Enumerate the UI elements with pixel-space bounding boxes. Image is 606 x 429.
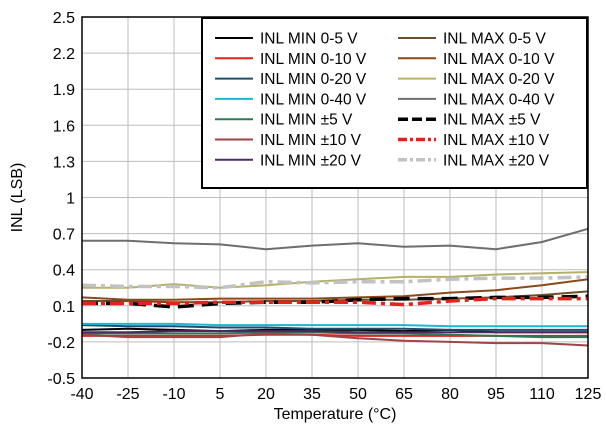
series-line	[82, 296, 588, 307]
series-line	[82, 271, 589, 289]
series-line	[81, 332, 589, 347]
legend-entry: INL MIN 0-40 V	[260, 91, 367, 108]
x-tick-label: 65	[395, 386, 413, 403]
legend-entry: INL MIN ±5 V	[260, 112, 353, 129]
y-tick-label: -0.2	[47, 335, 75, 352]
legend-box	[201, 17, 588, 189]
x-tick-label: 95	[487, 386, 505, 403]
series-line	[81, 324, 588, 331]
x-tick-label: 80	[441, 386, 459, 403]
x-tick-label: 5	[216, 386, 225, 403]
series-lines	[81, 227, 589, 347]
legend-entry: INL MAX ±10 V	[443, 132, 550, 149]
legend: INL MIN 0-5 V INL MIN 0-10 V INL MIN 0-20 …	[201, 17, 588, 189]
y-tick-label: 0.7	[53, 227, 75, 244]
x-tick-label: 125	[575, 386, 602, 403]
legend-entry: INL MAX ±5 V	[443, 112, 541, 129]
y-tick-label: 1.3	[53, 154, 75, 171]
legend-entry: INL MIN ±20 V	[260, 152, 362, 169]
y-tick-label: 0.4	[53, 263, 75, 280]
y-tick-label: 1.9	[53, 82, 75, 99]
legend-entry: INL MAX 0-10 V	[443, 51, 555, 68]
legend-entry: INL MIN 0-20 V	[260, 71, 367, 88]
x-axis-label: Temperature (°C)	[274, 406, 397, 423]
legend-entry: INL MIN 0-5 V	[260, 31, 358, 48]
legend-entry: INL MIN 0-10 V	[260, 51, 367, 68]
series-line	[81, 278, 589, 301]
legend-entry: INL MAX 0-40 V	[443, 91, 555, 108]
y-tick-label: 1.6	[53, 118, 75, 135]
series-line	[82, 330, 588, 334]
series-line	[82, 227, 589, 251]
legend-entry: INL MAX ±20 V	[443, 152, 550, 169]
x-tick-label: -40	[70, 386, 93, 403]
y-tick-label: 0.1	[53, 299, 75, 316]
x-tick-label: 35	[303, 386, 321, 403]
x-tick-label: 20	[257, 386, 275, 403]
x-tick-label: 110	[529, 386, 555, 403]
y-tick-label: 1	[66, 191, 75, 208]
series-line	[82, 331, 588, 339]
x-tick-labels: -40 -25 -10 5 20 35 50 65 80 95 110 125	[70, 386, 601, 403]
y-tick-label: 2.5	[53, 10, 75, 27]
x-tick-label: 50	[349, 386, 367, 403]
x-tick-label: -10	[162, 386, 185, 403]
series-line	[81, 275, 589, 290]
legend-entry: INL MAX 0-5 V	[443, 31, 546, 48]
y-axis-label: INL (LSB)	[9, 163, 26, 233]
y-tick-labels: -0.5 -0.2 0.1 0.4 0.7 1 1.3 1.6 1.9 2.2 2.5	[47, 10, 75, 388]
legend-entry: INL MIN ±10 V	[260, 132, 362, 149]
x-tick-label: -25	[116, 386, 139, 403]
legend-entry: INL MAX 0-20 V	[443, 71, 555, 88]
y-tick-label: -0.5	[47, 371, 75, 388]
y-tick-label: 2.2	[53, 46, 75, 63]
series-line	[82, 322, 588, 328]
